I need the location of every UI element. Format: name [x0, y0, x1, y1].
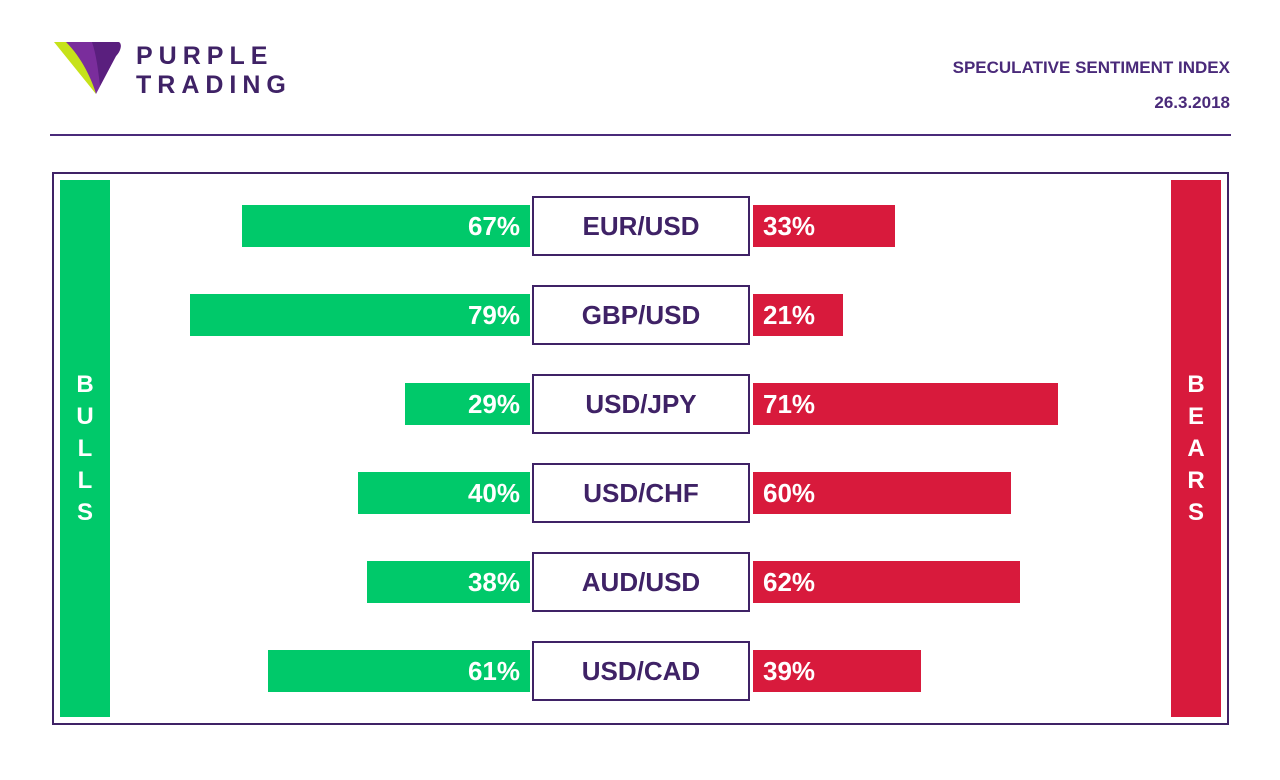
currency-pair-label: USD/CAD: [532, 641, 750, 701]
currency-pair-label: EUR/USD: [532, 196, 750, 256]
sentiment-row: 61% USD/CAD 39%: [0, 641, 1280, 701]
bull-bar: 79%: [190, 294, 530, 336]
bear-bar: 71%: [753, 383, 1059, 425]
sentiment-row: 67% EUR/USD 33%: [0, 196, 1280, 256]
chart-frame: [52, 172, 1229, 725]
report-date: 26.3.2018: [1154, 93, 1230, 112]
sentiment-row: 79% GBP/USD 21%: [0, 285, 1280, 345]
sentiment-row: 38% AUD/USD 62%: [0, 552, 1280, 612]
bear-bar: 60%: [753, 472, 1011, 514]
bear-bar: 39%: [753, 650, 921, 692]
brand-line-2: TRADING: [136, 71, 292, 99]
currency-pair-label: USD/CHF: [532, 463, 750, 523]
bull-bar: 29%: [405, 383, 530, 425]
bear-bar: 21%: [753, 294, 844, 336]
currency-pair-label: GBP/USD: [532, 285, 750, 345]
currency-pair-label: AUD/USD: [532, 552, 750, 612]
bear-bar: 33%: [753, 205, 895, 247]
purple-trading-logo-icon: [54, 42, 121, 94]
bull-bar: 61%: [267, 650, 530, 692]
sentiment-row: 29% USD/JPY 71%: [0, 374, 1280, 434]
sentiment-row: 40% USD/CHF 60%: [0, 463, 1280, 523]
bull-bar: 38%: [366, 561, 530, 603]
brand-wordmark: PURPLE TRADING: [136, 42, 292, 100]
currency-pair-label: USD/JPY: [532, 374, 750, 434]
bull-bar: 67%: [241, 205, 530, 247]
bull-bar: 40%: [358, 472, 530, 514]
bear-bar: 62%: [753, 561, 1020, 603]
brand-line-1: PURPLE: [136, 42, 274, 70]
brand-logo: PURPLE TRADING: [52, 40, 312, 100]
header-divider: [50, 134, 1231, 136]
page-title: SPECULATIVE SENTIMENT INDEX: [952, 58, 1230, 77]
